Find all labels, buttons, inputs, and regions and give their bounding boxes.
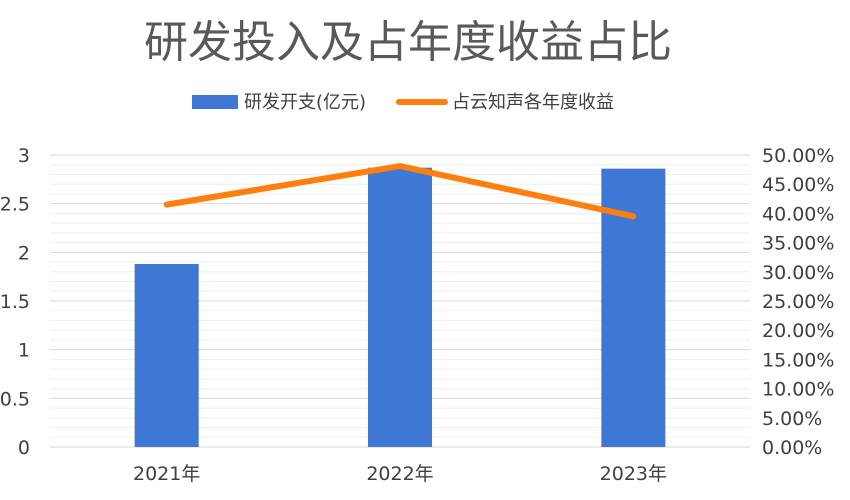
x-axis: 2021年 2022年 2023年 [133, 463, 667, 485]
chart-title: 研发投入及占年度收益占比 [144, 17, 672, 68]
y-right-tick-label: 40.00% [762, 203, 834, 225]
bar-series [134, 167, 666, 448]
y-left-tick-label: 1 [18, 340, 30, 362]
bar [368, 167, 432, 448]
line-path [163, 163, 637, 220]
y-left-tick-label: 0 [18, 437, 30, 459]
y-right-tick-label: 35.00% [762, 233, 834, 255]
x-tick-label: 2022年 [366, 463, 433, 485]
x-tick-label: 2021年 [133, 463, 200, 485]
y-right-tick-label: 0.00% [762, 437, 822, 459]
y-right-tick-label: 15.00% [762, 349, 834, 371]
y-right-tick-label: 10.00% [762, 379, 834, 401]
y-right-tick-label: 45.00% [762, 174, 834, 196]
y-left-tick-label: 1.5 [0, 291, 30, 313]
legend-label-line: 占云知声各年度收益 [452, 92, 614, 113]
bar [134, 264, 199, 447]
y-right-tick-label: 5.00% [762, 408, 822, 430]
y-axis-right: 0.00% 5.00% 10.00% 15.00% 20.00% 25.00% 30.00%… [762, 145, 834, 459]
x-tick-label: 2023年 [600, 463, 667, 485]
y-left-tick-label: 2.5 [0, 194, 30, 216]
legend: 研发开支(亿元) 占云知声各年度收益 [192, 92, 614, 113]
line-series [163, 163, 637, 220]
legend-swatch-bar [192, 95, 238, 109]
y-left-tick-label: 2 [18, 242, 30, 264]
y-left-tick-label: 0.5 [0, 388, 30, 410]
y-right-tick-label: 50.00% [762, 145, 834, 167]
y-right-tick-label: 25.00% [762, 291, 834, 313]
y-right-tick-label: 20.00% [762, 320, 834, 342]
legend-label-bar: 研发开支(亿元) [244, 92, 366, 113]
y-left-tick-label: 3 [18, 145, 30, 167]
y-right-tick-label: 30.00% [762, 262, 834, 284]
y-axis-left: 0 0.5 1 1.5 2 2.5 3 [0, 145, 30, 459]
